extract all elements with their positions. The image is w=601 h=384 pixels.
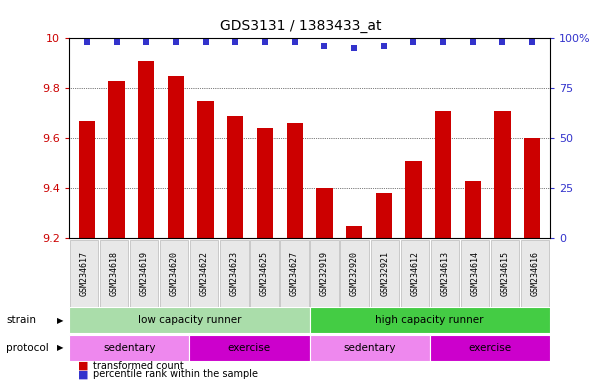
- Bar: [376, 193, 392, 238]
- Text: GSM234619: GSM234619: [140, 251, 148, 296]
- Bar: [491, 240, 519, 307]
- Text: GSM234612: GSM234612: [410, 251, 419, 296]
- Bar: [257, 128, 273, 238]
- Text: sedentary: sedentary: [103, 343, 156, 353]
- Bar: [401, 240, 429, 307]
- Point: [201, 39, 210, 45]
- Bar: [189, 335, 310, 361]
- Bar: [341, 240, 369, 307]
- Text: exercise: exercise: [468, 343, 511, 353]
- Point: [112, 39, 121, 45]
- Bar: [227, 116, 243, 238]
- Bar: [435, 111, 451, 238]
- Text: GSM234627: GSM234627: [290, 251, 299, 296]
- Bar: [69, 335, 189, 361]
- Bar: [160, 240, 189, 307]
- Bar: [69, 307, 310, 333]
- Text: GSM232920: GSM232920: [350, 251, 359, 296]
- Point: [498, 39, 507, 45]
- Bar: [405, 161, 421, 238]
- Text: high capacity runner: high capacity runner: [376, 315, 484, 325]
- Bar: [494, 111, 511, 238]
- Bar: [191, 240, 219, 307]
- Bar: [251, 240, 279, 307]
- Text: ▶: ▶: [56, 343, 63, 353]
- Text: protocol: protocol: [6, 343, 49, 353]
- Text: sedentary: sedentary: [343, 343, 396, 353]
- Bar: [108, 81, 125, 238]
- Point: [349, 45, 359, 51]
- Point: [231, 39, 240, 45]
- Text: GSM234614: GSM234614: [471, 251, 479, 296]
- Bar: [100, 240, 129, 307]
- Text: GSM234617: GSM234617: [80, 251, 88, 296]
- Text: GSM232921: GSM232921: [380, 251, 389, 296]
- Point: [141, 39, 151, 45]
- Bar: [281, 240, 309, 307]
- Text: percentile rank within the sample: percentile rank within the sample: [93, 369, 258, 379]
- Point: [379, 43, 388, 50]
- Bar: [370, 240, 399, 307]
- Bar: [311, 240, 339, 307]
- Bar: [287, 123, 303, 238]
- Bar: [346, 225, 362, 238]
- Bar: [524, 138, 540, 238]
- Bar: [221, 240, 249, 307]
- Point: [438, 39, 448, 45]
- Point: [290, 39, 299, 45]
- Bar: [130, 240, 159, 307]
- Bar: [461, 240, 489, 307]
- Text: GSM234616: GSM234616: [531, 251, 539, 296]
- Text: ■: ■: [78, 361, 88, 371]
- Bar: [168, 76, 184, 238]
- Text: GSM234615: GSM234615: [501, 251, 509, 296]
- Point: [82, 39, 92, 45]
- Bar: [198, 101, 214, 238]
- Bar: [310, 335, 430, 361]
- Text: GSM234620: GSM234620: [170, 251, 178, 296]
- Text: transformed count: transformed count: [93, 361, 184, 371]
- Text: GSM234623: GSM234623: [230, 251, 239, 296]
- Bar: [310, 307, 550, 333]
- Text: strain: strain: [6, 315, 36, 325]
- Bar: [430, 335, 550, 361]
- Bar: [465, 180, 481, 238]
- Text: low capacity runner: low capacity runner: [138, 315, 241, 325]
- Bar: [79, 121, 95, 238]
- Text: GSM234622: GSM234622: [200, 251, 209, 296]
- Bar: [430, 240, 459, 307]
- Text: GSM232919: GSM232919: [320, 251, 329, 296]
- Bar: [70, 240, 99, 307]
- Bar: [138, 61, 154, 238]
- Bar: [521, 240, 549, 307]
- Text: exercise: exercise: [228, 343, 271, 353]
- Point: [171, 39, 181, 45]
- Text: GDS3131 / 1383433_at: GDS3131 / 1383433_at: [220, 19, 381, 33]
- Point: [320, 43, 329, 50]
- Text: ■: ■: [78, 369, 88, 379]
- Text: GSM234625: GSM234625: [260, 251, 269, 296]
- Text: ▶: ▶: [56, 316, 63, 325]
- Bar: [316, 188, 332, 238]
- Point: [468, 39, 478, 45]
- Text: GSM234618: GSM234618: [110, 251, 118, 296]
- Point: [409, 39, 418, 45]
- Text: GSM234613: GSM234613: [441, 251, 449, 296]
- Point: [527, 39, 537, 45]
- Point: [260, 39, 270, 45]
